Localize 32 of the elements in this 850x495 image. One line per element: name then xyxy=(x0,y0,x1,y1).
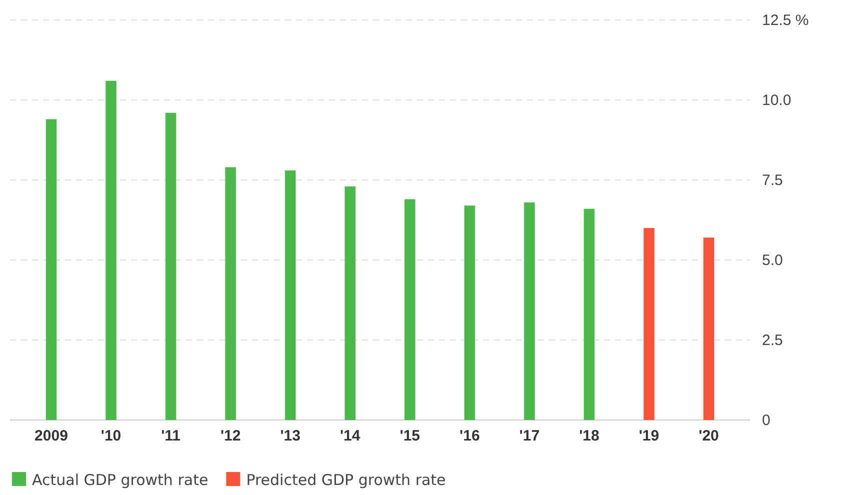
bar xyxy=(165,112,176,420)
x-tick-label: '15 xyxy=(400,428,420,445)
x-tick-label: '13 xyxy=(280,428,300,445)
legend-label: Actual GDP growth rate xyxy=(32,471,208,489)
x-tick-label: '18 xyxy=(579,428,600,445)
x-tick-label: '16 xyxy=(460,428,480,445)
y-tick-label: 10.0 xyxy=(762,92,792,109)
y-tick-label: 5.0 xyxy=(762,252,783,269)
x-tick-label: '19 xyxy=(638,428,660,445)
bar xyxy=(703,238,714,420)
bar xyxy=(106,80,116,420)
bar xyxy=(225,167,236,420)
y-tick-label: 12.5 % xyxy=(762,12,809,29)
x-tick-label: '10 xyxy=(100,428,122,445)
legend-label: Predicted GDP growth rate xyxy=(246,471,446,489)
bar xyxy=(46,119,57,420)
x-tick-label: '17 xyxy=(519,428,540,445)
y-tick-label: 0 xyxy=(762,412,770,429)
x-tick-label: '12 xyxy=(220,428,241,445)
bar xyxy=(464,206,476,420)
bar xyxy=(584,208,595,420)
x-tick-label: 2009 xyxy=(34,428,68,445)
bar xyxy=(284,170,296,420)
x-tick-label: '20 xyxy=(698,428,719,445)
x-tick-label: '11 xyxy=(161,428,181,445)
bar xyxy=(644,228,654,420)
bar xyxy=(404,199,416,420)
x-tick-label: '14 xyxy=(340,428,361,445)
bar xyxy=(524,202,535,420)
y-tick-label: 7.5 xyxy=(762,172,783,189)
y-tick-label: 2.5 xyxy=(762,332,783,349)
bar xyxy=(344,186,356,420)
